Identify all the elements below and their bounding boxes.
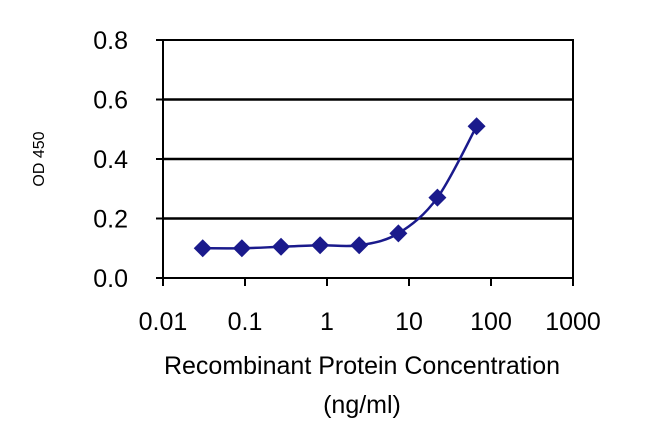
x-tick-label: 1000 (545, 308, 601, 336)
y-tick-label: 0.2 (93, 206, 128, 234)
x-tick-label: 100 (470, 308, 512, 336)
x-axis-unit-label: (ng/ml) (323, 391, 401, 419)
y-tick-label: 0.4 (93, 146, 128, 174)
series-layer (193, 117, 486, 258)
tick-labels: 0.0 0.2 0.4 0.6 0.8 0.01 0.1 1 10 100 1000 (93, 27, 601, 336)
y-axis-label: OD 450 (31, 131, 48, 186)
x-tick-label: 0.01 (139, 308, 188, 336)
data-point (232, 239, 251, 258)
y-tick-label: 0.6 (93, 87, 128, 115)
y-tick-label: 0.8 (93, 27, 128, 55)
data-point (389, 224, 408, 243)
data-point (311, 236, 330, 255)
data-point (428, 188, 447, 207)
y-tick-label: 0.0 (93, 265, 128, 293)
data-point (193, 239, 212, 258)
series-line (202, 125, 478, 250)
axis-ticks (156, 39, 574, 286)
gridlines (163, 98, 573, 220)
x-tick-label: 10 (395, 308, 423, 336)
x-tick-label: 1 (320, 308, 334, 336)
x-axis-label: Recombinant Protein Concentration (164, 352, 560, 380)
data-point (467, 117, 486, 136)
x-tick-label: 0.1 (228, 308, 263, 336)
data-point (272, 237, 291, 256)
data-point (350, 236, 369, 255)
